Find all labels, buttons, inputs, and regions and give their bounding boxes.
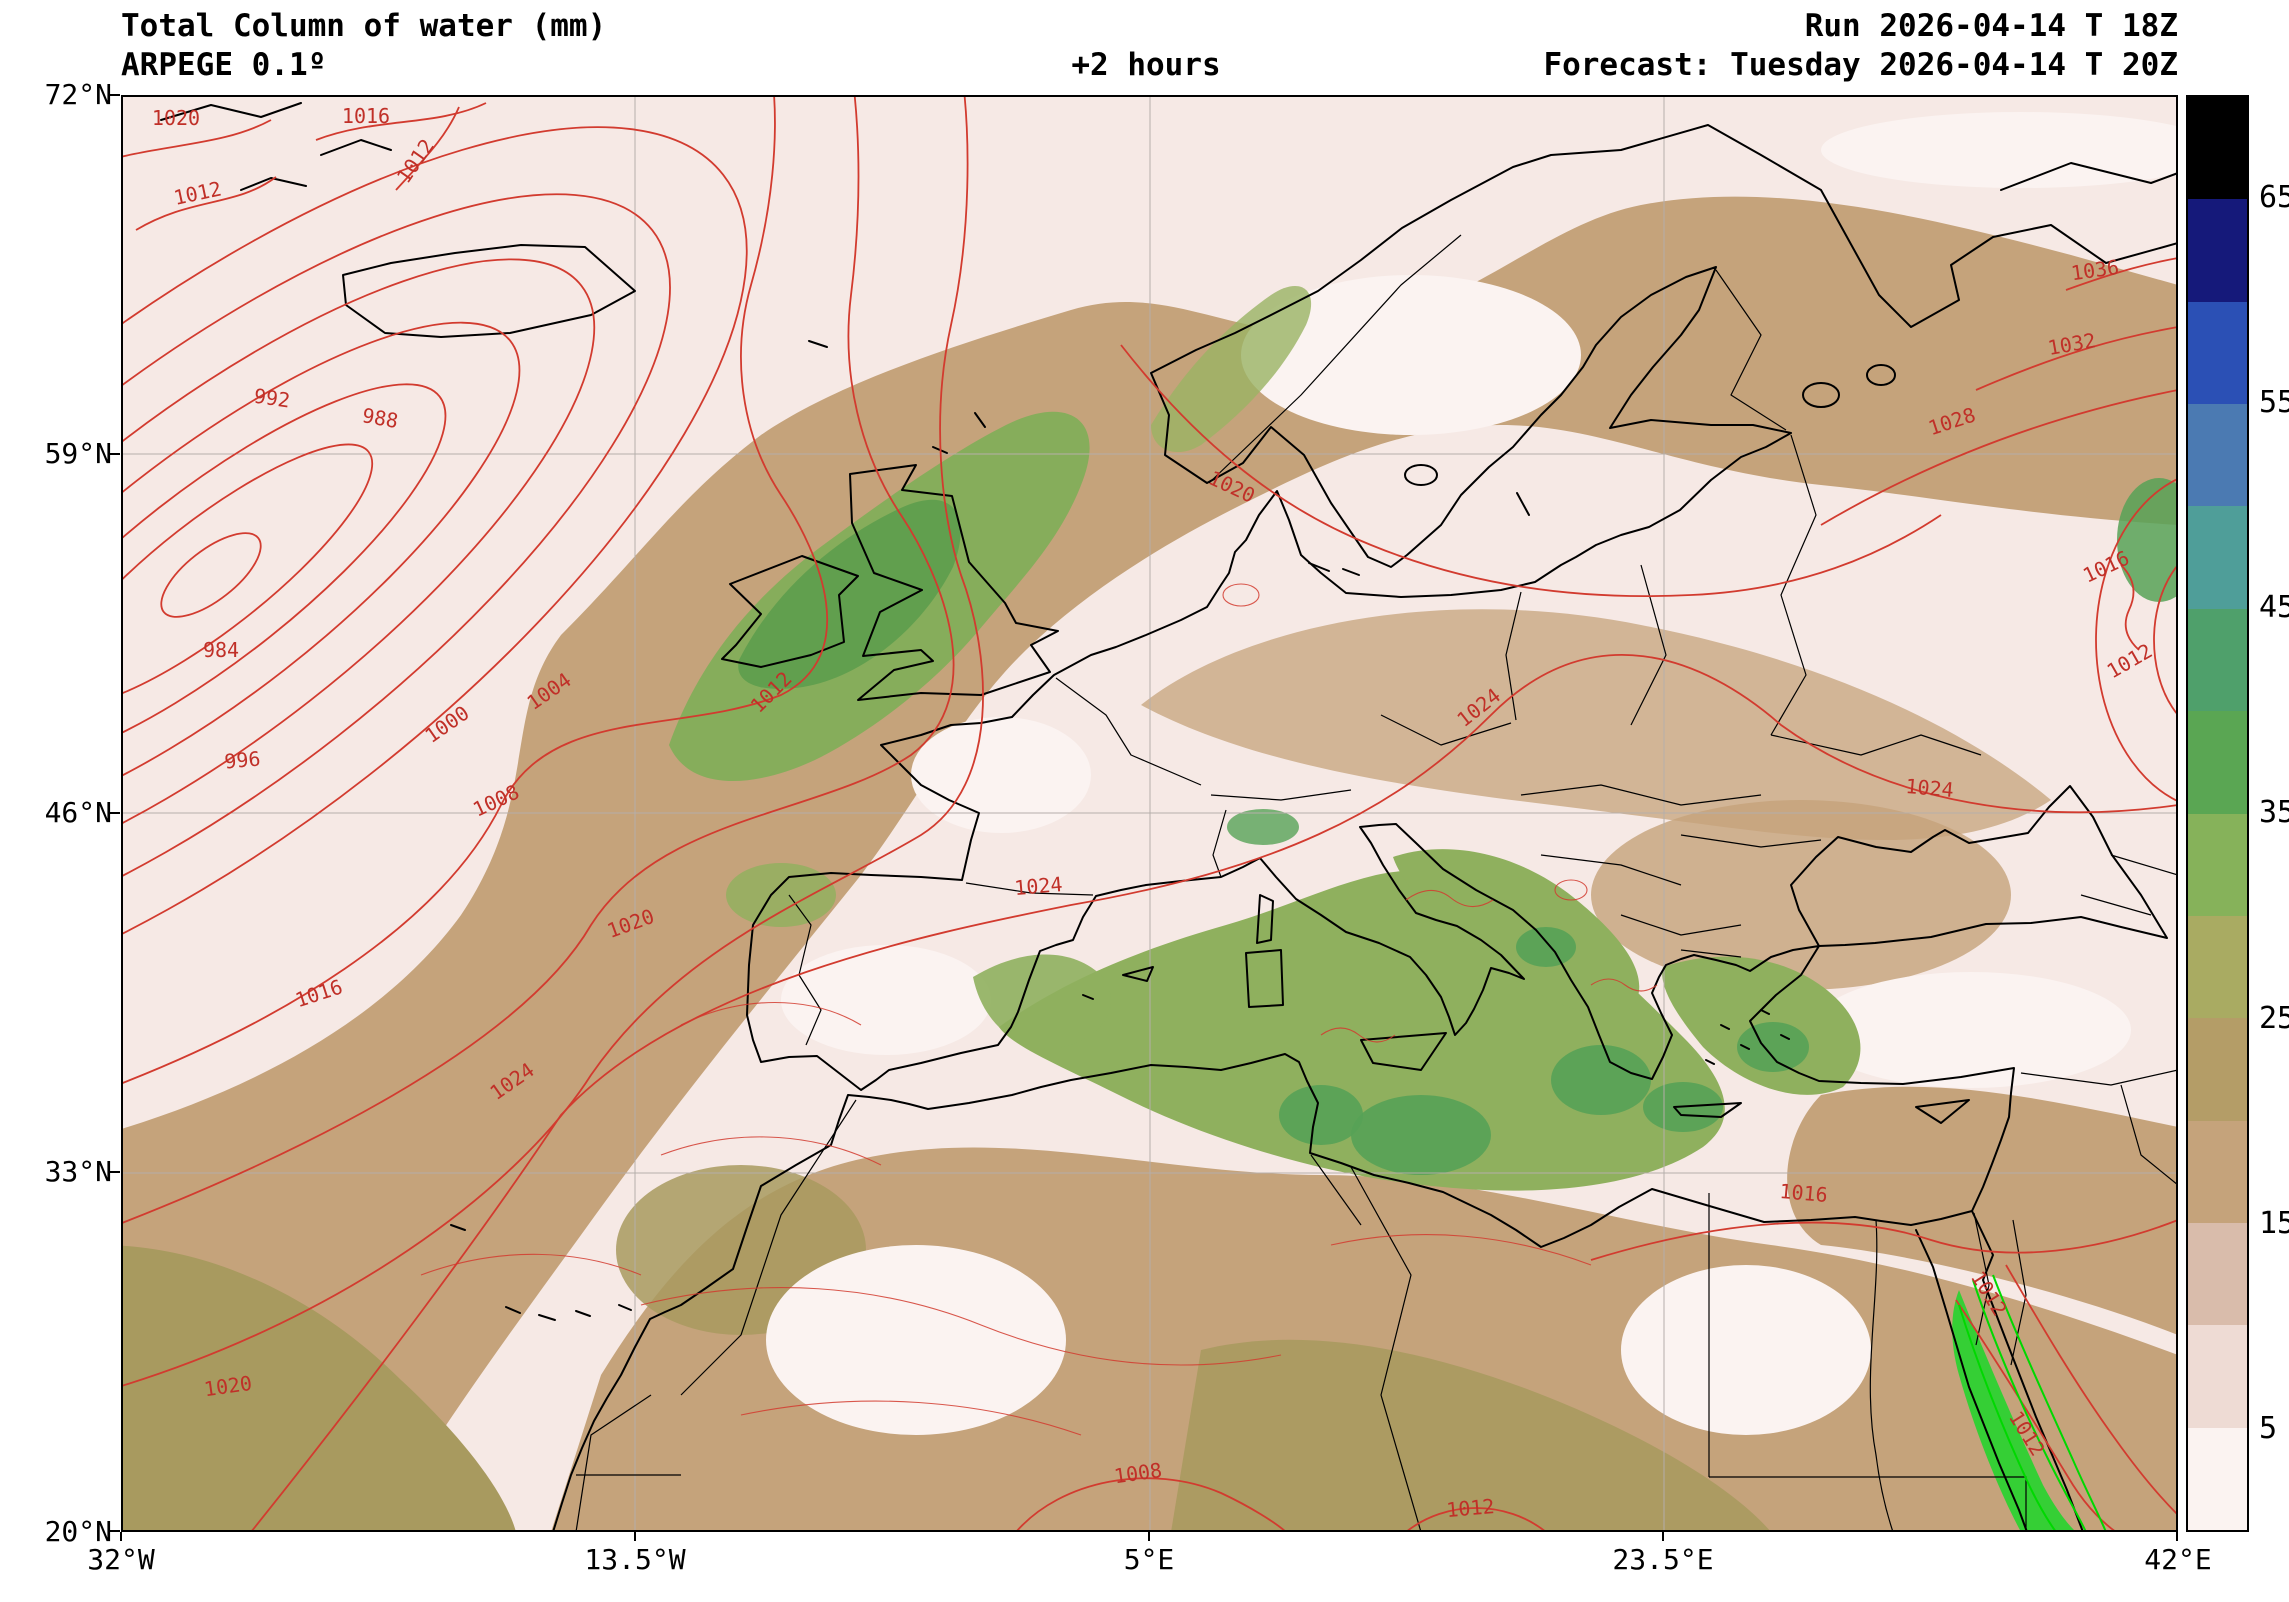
graticule [121,95,2178,1532]
lead-time-label: +2 hours [1071,47,1221,83]
colorbar-tick-label: 55 [2259,385,2289,420]
lat-tick-label: 20°N [44,1515,112,1548]
colorbar-segment [2188,199,2247,302]
high-value-contours [1958,1274,2107,1532]
isobar-label: 1016 [342,104,390,128]
chart-title: Total Column of water (mm) [121,8,607,44]
lon-tick-label: 32°W [87,1543,155,1576]
colorbar-segment [2188,1018,2247,1121]
isobar-contours-thin [420,583,1658,1436]
colorbar-segment [2188,1427,2247,1531]
colorbar-segment [2188,813,2247,916]
lat-tick-label: 33°N [44,1155,112,1188]
colorbar-tick-label: 65 [2259,180,2289,215]
axis-tickmark [110,453,120,455]
lon-tick-label: 42°E [2144,1543,2212,1576]
lat-tick-label: 46°N [44,796,112,829]
colorbar-segment [2188,1120,2247,1223]
colorbar-tick-label: 45 [2259,590,2289,625]
lat-tick-label: 59°N [44,437,112,470]
colorbar-tick-label: 25 [2259,1001,2289,1036]
isobar-label: 996 [223,746,261,773]
axis-tickmark [110,94,120,96]
colorbar-tick-label: 5 [2259,1411,2278,1446]
lon-tick-label: 23.5°E [1612,1543,1714,1576]
lat-tick-label: 72°N [44,78,112,111]
colorbar [2186,95,2249,1532]
lon-tick-label: 5°E [1123,1543,1175,1576]
axis-tickmark [1662,1532,1664,1541]
map-border [121,95,2178,1532]
colorbar-segment [2188,711,2247,814]
colorbar-segment [2188,301,2247,405]
forecast-label: Forecast: Tuesday 2026-04-14 T 20Z [1543,47,2178,83]
axis-tickmark [110,1171,120,1173]
isobar-label: 1020 [152,106,200,130]
isobar-label: 1024 [1905,774,1955,802]
map-canvas: 1020 101610121012992988984996100010041008… [121,95,2178,1532]
colorbar-segment [2188,506,2247,609]
coastlines [160,102,2178,1532]
axis-tickmark [2176,1532,2178,1541]
colorbar-segment [2188,1222,2247,1326]
isobar-label: 992 [252,384,291,413]
isobar-label: 984 [203,638,239,662]
colorbar-segment [2188,1325,2247,1428]
isobar-label: 1024 [1013,872,1063,900]
run-label: Run 2026-04-14 T 18Z [1804,8,2178,44]
axis-tickmark [1148,1532,1150,1541]
colorbar-segment [2188,97,2247,200]
lon-tick-label: 13.5°W [584,1543,686,1576]
isobar-label: 1016 [1779,1179,1829,1207]
model-label: ARPEGE 0.1º [121,47,327,83]
isobar-contours [121,95,2178,1532]
colorbar-tick-label: 15 [2259,1206,2289,1241]
forecast-map: 1020 1016 1012 1012 992 988 984 996 1000 1004 1008… [121,95,2178,1532]
axis-tickmark [110,1530,120,1532]
axis-tickmark [120,1532,122,1541]
isobar-label: 1012 [1445,1494,1495,1522]
colorbar-segment [2188,915,2247,1019]
colorbar-tick-label: 35 [2259,795,2289,830]
colorbar-segment [2188,608,2247,712]
axis-tickmark [634,1532,636,1541]
axis-tickmark [110,812,120,814]
colorbar-segment [2188,404,2247,507]
